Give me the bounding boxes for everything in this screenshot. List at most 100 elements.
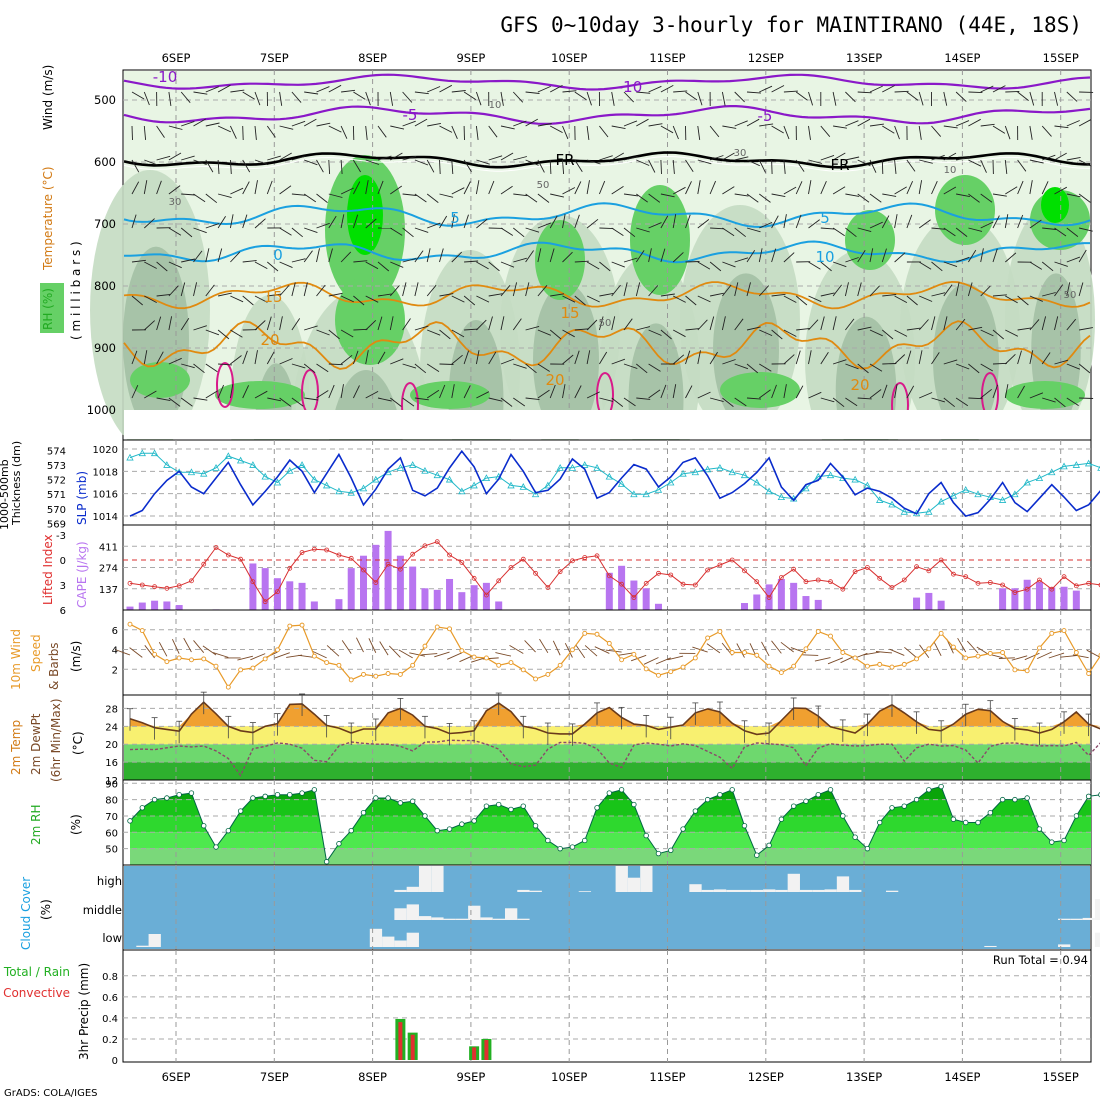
upper-wind-barb (783, 125, 790, 140)
upper-wind-barb (230, 329, 243, 338)
upper-wind-barb (328, 292, 343, 297)
lifted-index-point (1000, 582, 1005, 588)
upper-wind-barb (279, 316, 283, 331)
upper-wind-barb (254, 320, 266, 331)
precip-total-label: Total / Rain (3, 965, 70, 979)
cape-bar (446, 578, 454, 610)
upper-wind-barb (303, 363, 316, 374)
wind-speed-point (373, 673, 379, 679)
upper-wind-barb (808, 159, 823, 164)
upper-wind-barb (476, 261, 489, 270)
upper-wind-barb (783, 329, 797, 337)
upper-wind-barb (586, 295, 600, 303)
upper-wind-barb (144, 261, 157, 269)
lifted-index-point (791, 566, 797, 572)
lifted-index-point (397, 566, 403, 572)
wind-barb (736, 643, 745, 658)
cloud-bar-high (885, 890, 899, 892)
wind-barb (202, 645, 217, 656)
upper-wind-barb (722, 284, 732, 297)
upper-wind-barb (1042, 154, 1056, 161)
upper-wind-barb (1041, 316, 1047, 331)
rh-point (938, 783, 944, 790)
wind-barb (250, 653, 266, 661)
wind-barb (237, 655, 254, 661)
upper-wind-barb (845, 318, 855, 331)
upper-wind-barb (512, 91, 524, 103)
upper-wind-barb (279, 91, 283, 106)
rh-point (323, 859, 330, 865)
upper-wind-barb (931, 227, 946, 230)
lifted-index-point (1012, 590, 1018, 595)
upper-wind-barb (955, 282, 960, 297)
slp-tick: 1016 (93, 490, 118, 501)
upper-wind-barb (426, 159, 435, 173)
thickness-tick: 573 (47, 461, 66, 472)
date-label-bottom: 7SEP (260, 1070, 289, 1084)
rh-tick: 80 (105, 796, 118, 807)
upper-wind-barb (451, 329, 465, 338)
upper-wind-barb (980, 388, 992, 399)
upper-wind-barb (955, 120, 970, 127)
thickness-point (703, 465, 712, 473)
wind-speed-point (201, 656, 207, 662)
upper-wind-barb (1054, 152, 1067, 161)
lifted-index-point (865, 565, 870, 570)
upper-wind-barb (672, 186, 686, 195)
upper-wind-barb (869, 85, 883, 93)
lifted-index-point (1073, 583, 1079, 589)
cape-bar (384, 530, 392, 610)
cloud-bar-low (148, 934, 161, 947)
cape-bar (421, 588, 429, 610)
upper-wind-barb (795, 214, 802, 229)
wind-speed-point (250, 665, 256, 671)
lifted-index-point (570, 558, 575, 564)
upper-wind-barb (439, 248, 444, 263)
upper-wind-barb (599, 155, 613, 161)
upper-wind-barb (328, 384, 335, 399)
upper-wind-barb (451, 295, 465, 303)
rh-point (827, 787, 834, 793)
upper-wind-barb (562, 251, 573, 263)
lifted-index-point (680, 581, 686, 587)
upper-wind-barb (463, 91, 477, 100)
freezing-level (123, 151, 1091, 169)
rh-point (348, 827, 354, 834)
upper-wind-barb (180, 91, 191, 103)
upper-wind-barb (205, 159, 214, 173)
temp-tick: 28 (105, 704, 118, 715)
wind-barb (509, 645, 524, 654)
upper-wind-barb (291, 282, 296, 297)
upper-wind-barb (832, 152, 846, 161)
upper-wind-barb (1041, 261, 1054, 272)
lifted-index-point (717, 562, 723, 568)
upper-wind-barb (266, 125, 276, 138)
thickness-tick: 572 (47, 476, 66, 487)
upper-wind-barb (377, 397, 392, 402)
upper-wind-barb (1005, 91, 1020, 93)
upper-wind-barb (500, 91, 504, 106)
cloud-bar-middle (1058, 918, 1071, 920)
upper-wind-barb (1078, 227, 1093, 232)
upper-wind-barb (513, 193, 528, 197)
cloud-bar-middle (480, 917, 493, 920)
lifted-index-point (778, 575, 784, 580)
lifted-index-point (729, 557, 735, 563)
upper-wind-barb (414, 159, 429, 166)
wind-barb (274, 652, 290, 659)
upper-wind-barb (168, 285, 179, 297)
upper-wind-barb (365, 218, 377, 229)
upper-wind-barb (562, 187, 576, 195)
li-tick: 3 (60, 581, 66, 592)
wind-speed-point (213, 663, 219, 669)
wind-speed-point (840, 650, 846, 655)
upper-wind-barb (636, 363, 648, 374)
upper-wind-barb (1078, 193, 1091, 203)
upper-wind-barb (943, 397, 955, 408)
lifted-index-point (828, 579, 833, 585)
wind-barb (889, 648, 905, 656)
upper-wind-barb (783, 384, 787, 399)
upper-wind-barb (599, 125, 609, 138)
thickness-point (187, 468, 196, 476)
